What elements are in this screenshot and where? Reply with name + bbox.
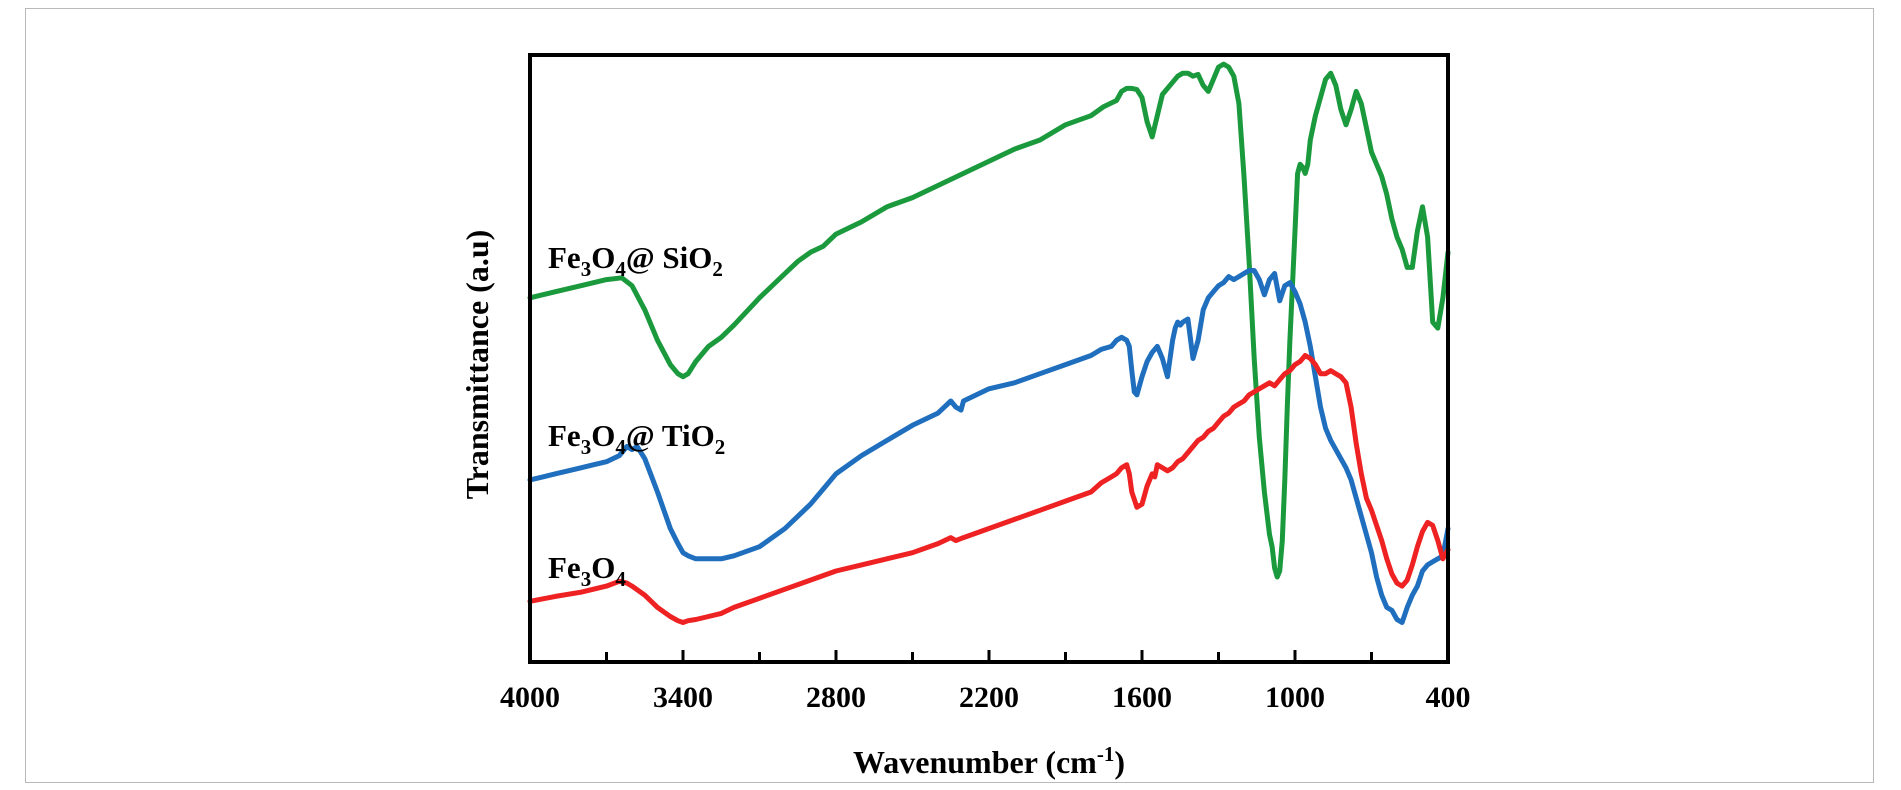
x-tick-label: 2200: [959, 681, 1019, 714]
x-tick-label: 3400: [653, 681, 713, 714]
y-axis-title: Transmittance (a.u): [459, 230, 495, 500]
series-layer: [527, 61, 1451, 625]
series-line-fe3o4: [527, 353, 1451, 625]
x-tick-label: 4000: [500, 681, 560, 714]
series-line-fe3o4-sio2: [527, 61, 1451, 580]
x-tick-label: 1600: [1112, 681, 1172, 714]
figure-frame: [25, 8, 1874, 783]
series-line-fe3o4-tio2: [527, 268, 1451, 625]
x-tick-label: 2800: [806, 681, 866, 714]
series-labels: Fe3O4@ SiO2 Fe3O4@ TiO2 Fe3O4: [548, 240, 725, 591]
x-tick-label: 1000: [1265, 681, 1325, 714]
series-label-fe3o4-tio2: Fe3O4@ TiO2: [548, 418, 725, 459]
x-tick-label: 400: [1426, 681, 1471, 714]
series-label-fe3o4: Fe3O4: [548, 550, 626, 591]
x-axis-title: Wavenumber (cm-1): [853, 742, 1125, 780]
series-label-fe3o4-sio2: Fe3O4@ SiO2: [548, 240, 723, 281]
x-axis-ticks: 4000 3400 2800 2200 1600 1000 400: [500, 650, 1471, 714]
